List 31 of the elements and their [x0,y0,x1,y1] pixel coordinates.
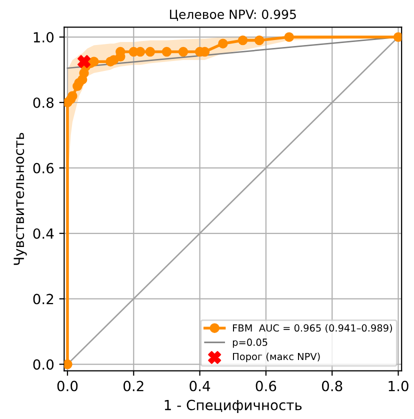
x-tick-label: 1.0 [388,380,408,392]
x-axis-title: 1 - Специфичность [164,400,302,413]
y-tick-label: 1.0 [34,32,54,43]
point [135,46,146,57]
y-tick-label: 0.8 [33,97,54,108]
point [162,46,172,57]
legend-label: p=0.05 [232,338,268,348]
point [178,46,188,57]
point [78,55,91,68]
x-tick-label: 0.0 [57,380,78,392]
y-tick-label: 0.6 [33,162,54,174]
legend-label: FBM AUC = 0.965 (0.941–0.989) [233,324,392,333]
point [68,91,78,101]
point [284,32,294,42]
chart-title: Целевое NPV: 0.995 [170,10,296,21]
point [238,35,248,46]
legend-label: Порог (макс NPV) [233,352,320,362]
y-axis-title: Чувствительность [14,132,27,265]
point [393,32,402,42]
point [89,56,99,66]
point [254,35,264,46]
point [218,38,228,48]
point [145,46,156,57]
y-tick-label: 0.4 [33,228,54,239]
x-tick-label: 0.8 [322,380,342,392]
y-tick-label: 0.0 [33,359,54,370]
y-tick-label: 0.2 [33,294,54,304]
x-tick-label: 0.6 [256,380,276,392]
point [64,359,72,370]
x-tick-label: 0.4 [190,380,210,392]
x-tick-label: 0.2 [124,380,144,392]
